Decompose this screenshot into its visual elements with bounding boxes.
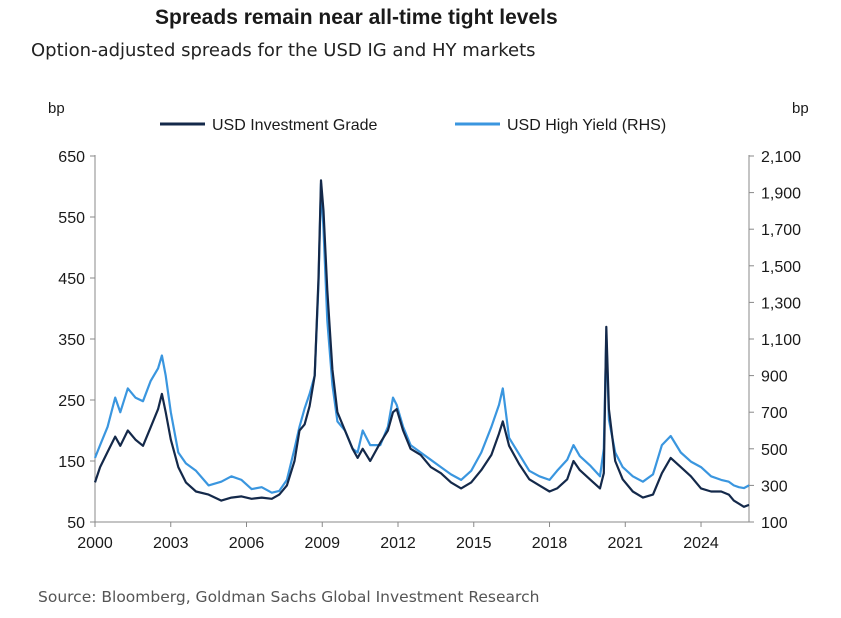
x-axis-tick-label: 2000 (77, 535, 113, 552)
chart-title: Spreads remain near all-time tight level… (155, 6, 558, 29)
right-axis-tick-label: 500 (761, 442, 788, 459)
x-axis-tick-label: 2018 (532, 535, 568, 552)
right-axis-tick-label: 700 (761, 405, 788, 422)
right-axis-unit: bp (792, 100, 809, 117)
series-line-investment-grade (93, 179, 750, 508)
right-axis-tick-label: 1,500 (761, 259, 801, 276)
source-note: Source: Bloomberg, Goldman Sachs Global … (38, 588, 540, 606)
left-axis-tick-label: 550 (58, 210, 85, 227)
right-axis-tick-label: 900 (761, 369, 788, 386)
x-axis-tick-label: 2021 (607, 535, 643, 552)
right-axis-tick-label: 300 (761, 478, 788, 495)
x-axis-tick-label: 2006 (229, 535, 265, 552)
left-axis-tick-label: 50 (67, 515, 85, 532)
left-axis-tick-label: 150 (58, 454, 85, 471)
right-axis-tick-label: 100 (761, 515, 788, 532)
legend-label-hy: USD High Yield (RHS) (507, 117, 666, 134)
x-axis-tick-label: 2024 (683, 535, 719, 552)
left-axis-tick-label: 350 (58, 332, 85, 349)
right-axis-tick-label: 2,100 (761, 149, 801, 166)
x-axis-tick-label: 2003 (153, 535, 189, 552)
x-axis-tick-label: 2012 (380, 535, 416, 552)
x-axis-tick-label: 2015 (456, 535, 492, 552)
right-axis-tick-label: 1,100 (761, 332, 801, 349)
right-axis-tick-label: 1,900 (761, 186, 801, 203)
x-axis-tick-label: 2009 (304, 535, 340, 552)
left-axis-tick-label: 650 (58, 149, 85, 166)
right-axis-tick-label: 1,300 (761, 295, 801, 312)
legend: USD Investment Grade USD High Yield (RHS… (160, 117, 666, 134)
right-axis-tick-label: 1,700 (761, 222, 801, 239)
left-axis-tick-label: 450 (58, 271, 85, 288)
left-axis-tick-label: 250 (58, 393, 85, 410)
series-line-high-yield (93, 182, 750, 494)
left-axis-unit: bp (48, 100, 65, 117)
legend-label-ig: USD Investment Grade (212, 117, 378, 134)
chart-subtitle: Option-adjusted spreads for the USD IG a… (31, 40, 536, 61)
